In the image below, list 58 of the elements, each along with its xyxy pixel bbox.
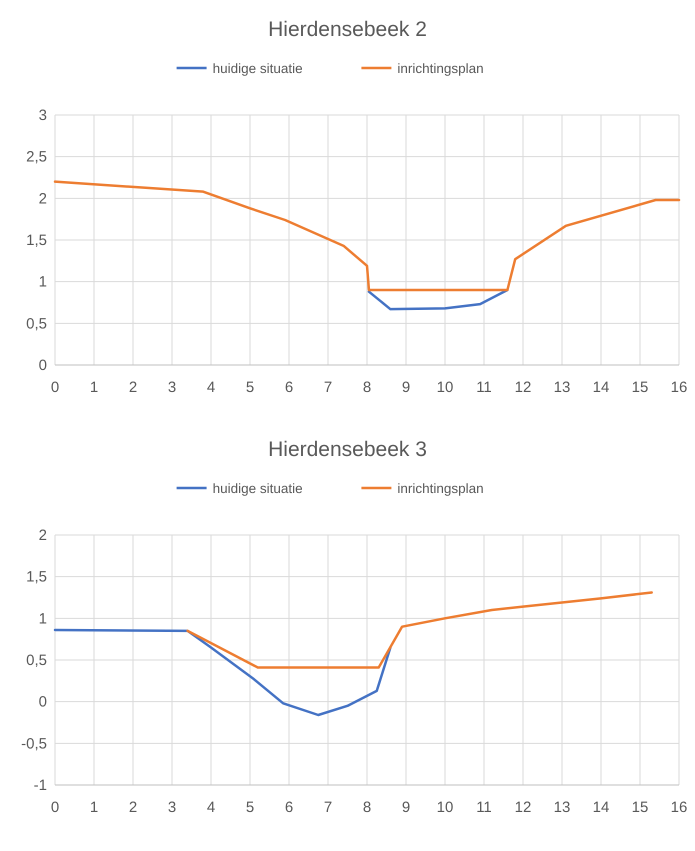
x-tick-label: 15 xyxy=(632,799,648,816)
line-series xyxy=(54,180,680,292)
x-tick-label: 8 xyxy=(362,799,372,816)
legend-label: huidige situatie xyxy=(212,61,303,76)
legend-label: inrichtingsplan xyxy=(397,481,484,496)
y-tick-label: 2,5 xyxy=(26,148,47,166)
x-tick-label: 4 xyxy=(206,799,216,816)
x-tick-label: 1 xyxy=(90,799,98,816)
chart-title: Hierdensebeek 3 xyxy=(268,438,427,461)
x-tick-label: 7 xyxy=(324,379,332,396)
x-tick-label: 0 xyxy=(50,799,60,816)
x-tick-label: 6 xyxy=(284,379,294,396)
x-tick-label: 6 xyxy=(284,799,294,816)
y-tick-label: 0,5 xyxy=(26,315,47,332)
line-series xyxy=(368,288,509,310)
x-tick-label: 16 xyxy=(670,379,688,396)
x-tick-label: 10 xyxy=(436,379,454,396)
y-tick-label: 2 xyxy=(38,527,47,544)
y-tick-label: -0,5 xyxy=(21,735,47,752)
x-tick-label: 8 xyxy=(362,379,372,396)
x-tick-label: 12 xyxy=(514,379,532,396)
y-tick-label: 0 xyxy=(38,357,47,374)
x-tick-label: 13 xyxy=(554,379,570,396)
x-tick-label: 7 xyxy=(324,799,332,816)
y-tick-label: 3 xyxy=(38,107,47,124)
x-tick-label: 15 xyxy=(632,379,648,396)
x-tick-label: 12 xyxy=(514,799,532,816)
x-tick-label: 9 xyxy=(402,379,410,396)
x-tick-label: 0 xyxy=(50,379,60,396)
x-tick-label: 2 xyxy=(128,799,138,816)
y-tick-label: 1,5 xyxy=(26,232,47,249)
x-tick-label: 16 xyxy=(670,799,688,816)
x-tick-label: 11 xyxy=(476,799,492,816)
x-tick-label: 11 xyxy=(476,379,492,396)
x-tick-label: 2 xyxy=(128,379,138,396)
line-series xyxy=(54,628,392,716)
x-tick-label: 5 xyxy=(246,799,254,816)
y-tick-label: 0,5 xyxy=(26,652,47,669)
y-tick-label: -1 xyxy=(34,777,47,794)
x-tick-label: 9 xyxy=(402,799,410,816)
x-tick-label: 13 xyxy=(554,799,570,816)
x-tick-label: 14 xyxy=(592,799,610,816)
y-tick-label: 1 xyxy=(38,274,47,291)
line-series xyxy=(186,591,653,669)
x-tick-label: 5 xyxy=(246,379,254,396)
y-tick-label: 1,5 xyxy=(26,568,47,586)
legend-label: inrichtingsplan xyxy=(397,61,484,76)
y-tick-label: 0 xyxy=(38,694,47,711)
y-tick-label: 2 xyxy=(38,190,47,208)
x-tick-label: 14 xyxy=(592,379,610,396)
legend-label: huidige situatie xyxy=(212,481,303,496)
x-tick-label: 10 xyxy=(436,799,454,816)
x-tick-label: 4 xyxy=(206,379,216,396)
x-tick-label: 3 xyxy=(168,799,176,816)
chart-title: Hierdensebeek 2 xyxy=(268,18,427,41)
y-tick-label: 1 xyxy=(38,610,47,628)
x-tick-label: 1 xyxy=(90,379,98,396)
x-tick-label: 3 xyxy=(168,379,176,396)
